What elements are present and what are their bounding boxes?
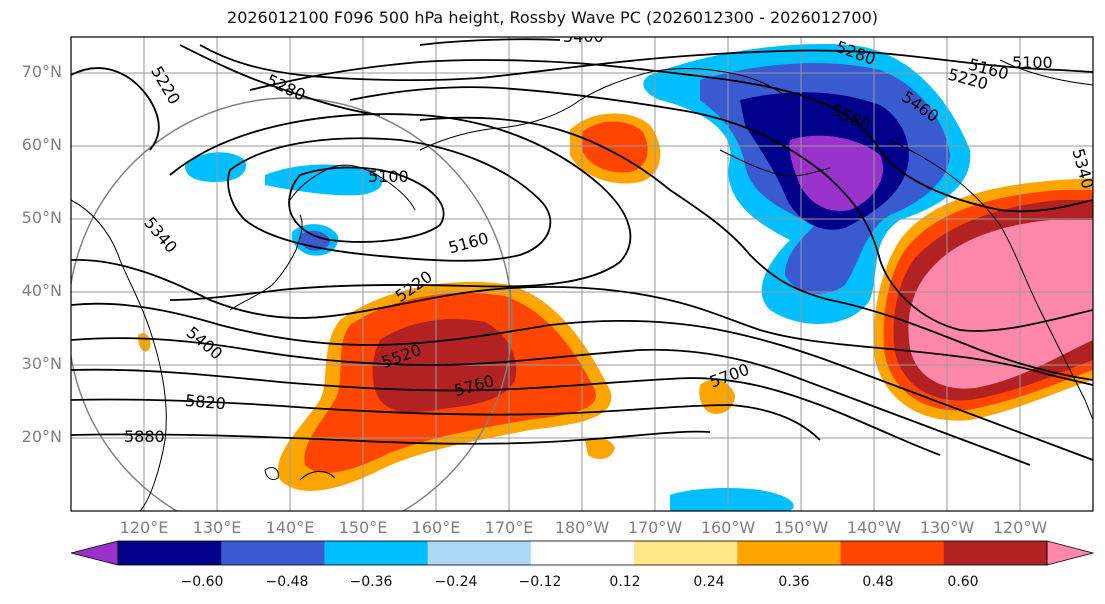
lat-label: 60°N [21, 135, 62, 154]
map-title: 2026012100 F096 500 hPa height, Rossby W… [227, 8, 878, 27]
colorbar-bin [221, 541, 325, 565]
lon-label: 120°E [119, 518, 169, 537]
map-frame [70, 36, 1094, 512]
lat-label: 40°N [21, 281, 62, 300]
great-circle-ring [71, 97, 513, 511]
contour-label: 5100 [1012, 53, 1053, 72]
colorbar-extend-low [70, 540, 119, 566]
lat-label: 20°N [21, 427, 62, 446]
colorbar-bin [427, 541, 532, 565]
lon-label: 170°W [627, 518, 683, 537]
contour-label: 5100 [368, 167, 409, 186]
colorbar-tick-label: 0.36 [778, 574, 810, 590]
colorbar-tick-label: −0.48 [265, 574, 309, 590]
colorbar-tick-label: 0.60 [947, 574, 979, 590]
contour-label: 5820 [184, 391, 226, 413]
contour-label: 5340 [140, 213, 181, 256]
colorbar-bin [943, 541, 1048, 565]
colorbar-outline [117, 540, 1048, 566]
lon-label: 130°W [919, 518, 975, 537]
lon-label: 160°E [411, 518, 461, 537]
colorbar-bin [840, 541, 945, 565]
colorbar [70, 540, 1095, 566]
colorbar-bin [324, 541, 429, 565]
contour-label: 5880 [124, 427, 165, 446]
colorbar-bin [737, 541, 842, 565]
lon-label: 130°E [192, 518, 242, 537]
colorbar-bin [530, 541, 635, 565]
lat-label: 30°N [21, 354, 62, 373]
colorbar-tick-label: −0.36 [349, 574, 393, 590]
lon-label: 160°W [700, 518, 756, 537]
colorbar-tick-label: 0.24 [693, 574, 725, 590]
lon-label: 150°W [773, 518, 829, 537]
contour-label: 5220 [147, 63, 184, 108]
lat-label: 70°N [21, 62, 62, 81]
anomaly-shading [138, 44, 1093, 511]
contour-label: 5400 [183, 323, 226, 364]
lon-label: 170°E [484, 518, 534, 537]
height-contours [71, 38, 1093, 466]
lon-label: 150°E [338, 518, 388, 537]
lon-label: 140°E [265, 518, 315, 537]
lat-label: 50°N [21, 208, 62, 227]
colorbar-bin [118, 541, 222, 565]
contour-label: 5160 [446, 228, 490, 257]
colorbar-bin [634, 541, 738, 565]
colorbar-tick-label: −0.12 [518, 574, 562, 590]
colorbar-tick-label: −0.60 [180, 574, 224, 590]
lon-label: 140°W [846, 518, 902, 537]
graticule [71, 37, 1093, 511]
colorbar-extend-high [1046, 540, 1095, 566]
colorbar-tick-label: 0.12 [609, 574, 641, 590]
colorbar-tick-label: −0.24 [434, 574, 478, 590]
lon-label: 120°W [992, 518, 1048, 537]
lon-label: 180°W [554, 518, 610, 537]
contour-label: 5400 [563, 27, 604, 46]
colorbar-tick-label: 0.48 [862, 574, 894, 590]
map-plot-area: 5220 5280 5400 5280 5220 5160 5100 5460 … [71, 27, 1093, 511]
coastlines [71, 59, 1093, 511]
